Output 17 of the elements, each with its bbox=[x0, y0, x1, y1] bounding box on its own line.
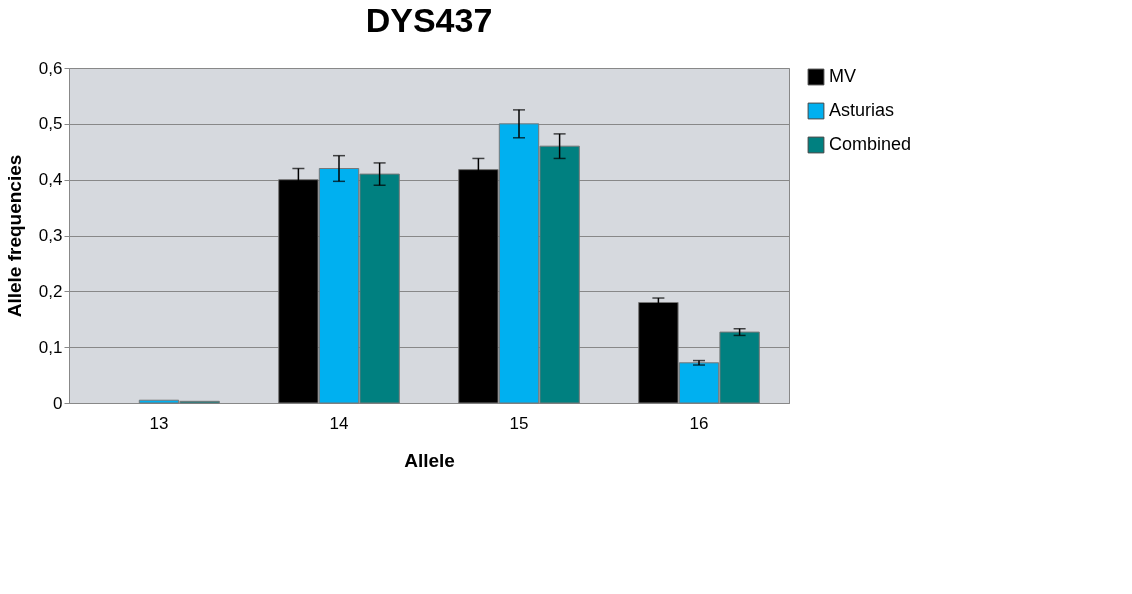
x-tick-label: 13 bbox=[149, 413, 169, 433]
y-tick-label: 0,5 bbox=[38, 114, 63, 134]
x-tick-label: 16 bbox=[689, 413, 709, 433]
legend-label: Combined bbox=[829, 134, 912, 154]
y-tick-label: 0,6 bbox=[38, 58, 63, 78]
x-axis-title: Allele bbox=[404, 449, 455, 471]
y-axis-title: Allele frequencies bbox=[3, 154, 25, 318]
legend-label: Asturias bbox=[829, 100, 895, 120]
x-tick-label: 15 bbox=[509, 413, 529, 433]
y-tick-label: 0,2 bbox=[38, 281, 63, 301]
x-tick-label: 14 bbox=[329, 413, 349, 433]
y-tick-label: 0,1 bbox=[38, 337, 63, 357]
y-tick-label: 0 bbox=[53, 393, 63, 413]
y-tick-label: 0,4 bbox=[38, 170, 63, 190]
y-tick-label: 0,3 bbox=[38, 226, 63, 245]
legend-label: MV bbox=[829, 66, 856, 86]
chart-title: DYS437 bbox=[365, 1, 493, 39]
